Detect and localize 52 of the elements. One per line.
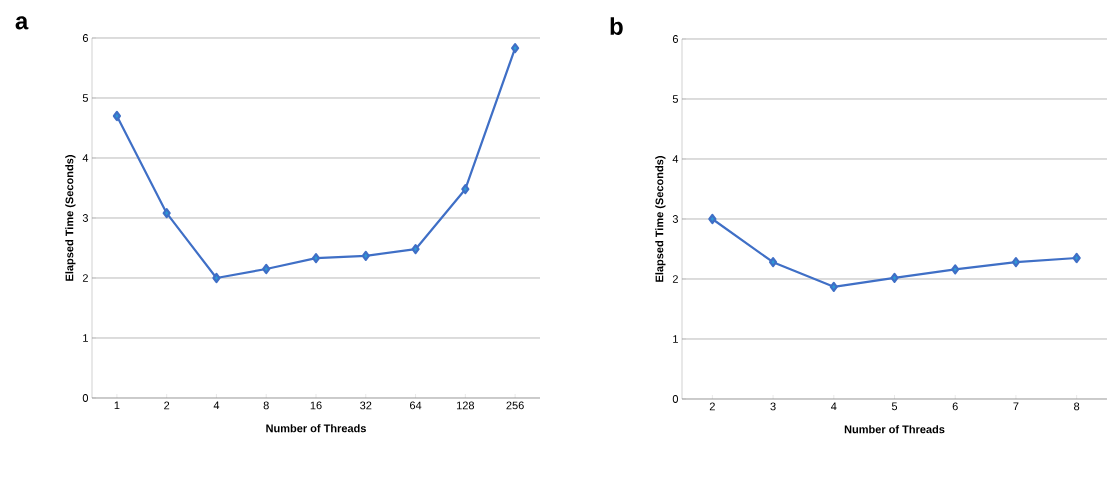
point bbox=[890, 272, 899, 283]
y-tick-label: 5 bbox=[82, 94, 88, 102]
x-tick-label: 6 bbox=[952, 402, 958, 411]
point bbox=[1011, 257, 1021, 268]
x-tick-label: 1 bbox=[114, 401, 120, 410]
point bbox=[951, 264, 960, 275]
chart-title: a bbox=[15, 16, 29, 30]
y-tick-label: 2 bbox=[672, 275, 678, 283]
x-tick-label: 2 bbox=[164, 401, 170, 410]
point bbox=[411, 244, 420, 255]
x-tick-label: 2 bbox=[709, 402, 715, 411]
y-tick-label: 3 bbox=[82, 214, 88, 222]
x-tick-label: 128 bbox=[456, 401, 475, 410]
x-tick-label: 7 bbox=[1013, 402, 1019, 411]
x-tick-label: 16 bbox=[310, 401, 322, 410]
y-axis-title: Elapsed Time (Seconds) bbox=[65, 155, 76, 281]
y-tick-label: 4 bbox=[82, 154, 89, 162]
chart-title: b bbox=[610, 17, 623, 35]
point bbox=[1072, 252, 1081, 264]
point bbox=[162, 208, 171, 219]
x-tick-label: 4 bbox=[830, 402, 837, 411]
x-tick-label: 256 bbox=[506, 401, 524, 410]
x-axis-title: Number of Threads bbox=[844, 425, 945, 434]
point bbox=[461, 184, 470, 195]
y-axis-title: Elapsed Time (Seconds) bbox=[655, 156, 666, 282]
y-tick-label: 0 bbox=[82, 394, 89, 402]
y-tick-label: 6 bbox=[672, 35, 678, 43]
point bbox=[212, 272, 221, 284]
x-tick-label: 8 bbox=[1074, 402, 1080, 411]
y-tick-label: 1 bbox=[83, 334, 88, 342]
x-tick-label: 5 bbox=[891, 402, 898, 411]
x-tick-label: 8 bbox=[263, 401, 269, 410]
y-tick-label: 5 bbox=[672, 95, 678, 103]
point bbox=[768, 257, 778, 268]
y-tick-label: 1 bbox=[673, 335, 678, 343]
point bbox=[829, 281, 838, 292]
point bbox=[311, 253, 321, 264]
y-tick-label: 0 bbox=[672, 395, 679, 403]
point bbox=[708, 213, 717, 225]
point bbox=[511, 43, 520, 54]
x-tick-label: 32 bbox=[360, 401, 372, 410]
y-tick-label: 4 bbox=[672, 155, 679, 163]
y-tick-label: 3 bbox=[672, 215, 678, 223]
y-tick-label: 2 bbox=[82, 274, 88, 282]
point bbox=[112, 110, 121, 122]
point bbox=[262, 263, 271, 275]
x-tick-label: 4 bbox=[213, 401, 220, 410]
x-tick-label: 3 bbox=[770, 402, 776, 411]
x-axis-title: Number of Threads bbox=[266, 424, 366, 433]
point bbox=[361, 250, 370, 261]
x-tick-label: 64 bbox=[410, 401, 422, 410]
y-tick-label: 6 bbox=[82, 34, 88, 42]
